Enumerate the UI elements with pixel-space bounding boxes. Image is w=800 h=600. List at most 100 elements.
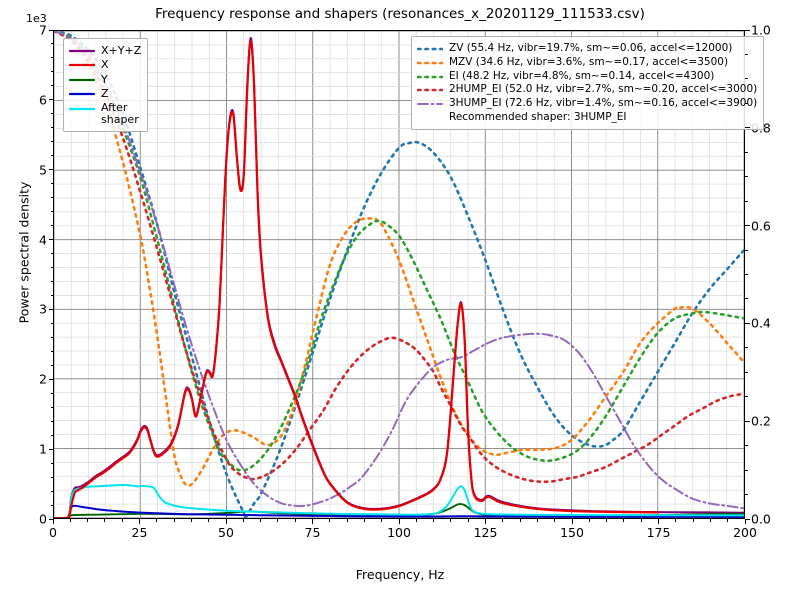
tick-mark — [745, 371, 748, 373]
chart-title: Frequency response and shapers (resonanc… — [155, 6, 645, 22]
tick-mark — [502, 519, 504, 522]
shaper-curve-3hump_ei — [54, 31, 744, 510]
legend-item-zv[interactable]: ZV (55.4 Hz, vibr=19.7%, sm~=0.06, accel… — [417, 42, 757, 55]
tick-mark — [48, 99, 53, 101]
tick-mark — [744, 519, 746, 524]
tick-mark — [745, 322, 750, 324]
legend-shapers: ZV (55.4 Hz, vibr=19.7%, sm~=0.06, accel… — [411, 36, 765, 130]
tick-mark — [312, 519, 313, 524]
legend-line-swatch-icon — [417, 71, 443, 83]
legend-line-swatch-icon — [417, 84, 443, 96]
tick-mark — [50, 43, 53, 45]
legend-line-swatch-icon — [417, 57, 443, 69]
tick-mark — [554, 519, 556, 522]
tick-mark — [745, 518, 750, 520]
tick-mark — [50, 85, 53, 87]
tick-mark — [48, 518, 53, 520]
tick-mark — [48, 308, 53, 310]
tick-mark — [745, 445, 748, 447]
legend-item-3hump_ei[interactable]: 3HUMP_EI (72.6 Hz, vibr=1.4%, sm~=0.16, … — [417, 97, 757, 110]
shaper-curve-zv — [54, 31, 744, 518]
tick-mark — [69, 519, 71, 522]
legend-item-x[interactable]: X — [69, 58, 141, 71]
tick-mark — [48, 448, 53, 450]
legend-item-label: Y — [101, 72, 108, 86]
legend-item-2hump_ei[interactable]: 2HUMP_EI (52.0 Hz, vibr=2.7%, sm~=0.20, … — [417, 83, 757, 96]
x-tick-100: 100 — [387, 525, 411, 540]
x-axis-label: Frequency, Hz — [355, 567, 445, 582]
tick-mark — [745, 53, 748, 55]
tick-mark — [745, 396, 748, 398]
x-axis-ticks: 0 25 50 75 100 125 150 175 200 — [49, 525, 757, 545]
legend-line-swatch-icon — [417, 43, 443, 55]
legend-line-swatch-icon — [69, 88, 95, 100]
legend-item-label: MZV (34.6 Hz, vibr=3.6%, sm~=0.17, accel… — [449, 55, 729, 68]
tick-mark — [50, 294, 53, 296]
y-tick-left-7: 7 — [39, 22, 47, 38]
tick-mark — [50, 392, 53, 394]
tick-mark — [623, 519, 625, 522]
tick-mark — [50, 253, 53, 255]
psd-curve-after-shaper — [54, 483, 744, 518]
legend-item-y[interactable]: Y — [69, 73, 141, 86]
tick-mark — [745, 347, 748, 349]
legend-line-swatch-icon — [69, 103, 95, 115]
x-tick-25: 25 — [131, 525, 148, 540]
tick-mark — [50, 127, 53, 129]
x-tick-200: 200 — [733, 525, 757, 540]
recommended-shaper-text: Recommended shaper: 3HUMP_EI — [449, 110, 627, 123]
tick-mark — [745, 78, 748, 80]
tick-mark — [225, 519, 227, 524]
tick-mark — [745, 29, 750, 31]
legend-axes: X+Y+Z X Y Z After shaper — [63, 38, 149, 133]
tick-mark — [415, 519, 417, 522]
tick-mark — [398, 519, 400, 524]
legend-item-label: After shaper — [101, 100, 139, 126]
tick-mark — [50, 280, 53, 282]
legend-item-x-y-z[interactable]: X+Y+Z — [69, 44, 141, 57]
legend-item-label: ZV (55.4 Hz, vibr=19.7%, sm~=0.06, accel… — [449, 42, 733, 54]
tick-mark — [745, 469, 748, 471]
x-tick-150: 150 — [560, 525, 584, 540]
legend-item-mzv[interactable]: MZV (34.6 Hz, vibr=3.6%, sm~=0.17, accel… — [417, 56, 757, 69]
tick-mark — [50, 211, 53, 213]
tick-mark — [50, 504, 53, 506]
tick-mark — [190, 519, 192, 522]
y-tick-left-4: 4 — [39, 232, 47, 248]
x-tick-125: 125 — [473, 525, 498, 540]
x-tick-50: 50 — [218, 525, 234, 540]
tick-mark — [450, 519, 452, 522]
tick-mark — [675, 519, 677, 522]
legend-item-label: 3HUMP_EI (72.6 Hz, vibr=1.4%, sm~=0.16, … — [449, 97, 758, 110]
tick-mark — [50, 225, 53, 227]
y-axis-left-label: Power spectral density — [16, 181, 32, 324]
tick-mark — [50, 57, 53, 59]
legend-item-z[interactable]: Z — [69, 87, 141, 100]
y-tick-left-6: 6 — [39, 92, 47, 108]
y-tick-left-0: 0 — [39, 511, 47, 527]
tick-mark — [48, 29, 53, 31]
tick-mark — [121, 519, 123, 522]
tick-mark — [50, 434, 53, 436]
tick-mark — [50, 336, 53, 338]
shaper-curve-mzv — [54, 31, 744, 488]
tick-mark — [50, 322, 53, 324]
tick-mark — [519, 519, 521, 522]
y-tick-right-0.4: 0.4 — [751, 315, 771, 331]
legend-item-after-shaper[interactable]: After shaper — [69, 100, 141, 127]
tick-mark — [242, 519, 244, 522]
legend-item-ei[interactable]: EI (48.2 Hz, vibr=4.8%, sm~=0.14, accel<… — [417, 70, 757, 83]
tick-mark — [104, 519, 106, 522]
legend-item-label: 2HUMP_EI (52.0 Hz, vibr=2.7%, sm~=0.20, … — [449, 83, 758, 96]
tick-mark — [727, 519, 729, 522]
legend-item-label: EI (48.2 Hz, vibr=4.8%, sm~=0.14, accel<… — [449, 69, 715, 82]
tick-mark — [588, 519, 590, 522]
legend-item-label: X — [101, 58, 109, 72]
legend-empty-swatch-icon — [417, 112, 443, 124]
x-tick-0: 0 — [49, 525, 57, 540]
legend-item-label: Z — [101, 87, 109, 101]
tick-mark — [50, 141, 53, 143]
y-tick-left-3: 3 — [39, 301, 47, 317]
tick-mark — [48, 378, 53, 380]
